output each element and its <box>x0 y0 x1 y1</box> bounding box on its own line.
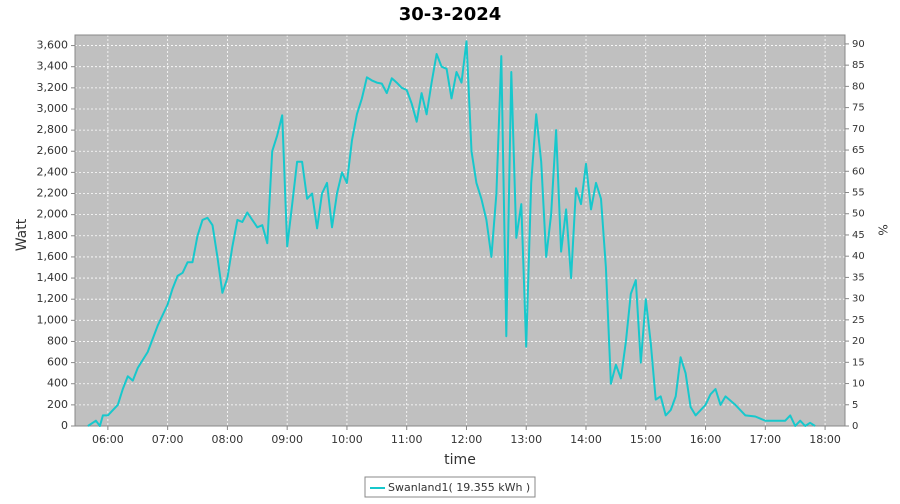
x-tick-label: 08:00 <box>212 433 244 446</box>
legend-label: Swanland1( 19.355 kWh ) <box>388 481 530 494</box>
y2-axis-label: % <box>876 224 890 235</box>
y2-tick-label: 85 <box>852 60 865 71</box>
x-tick-label: 12:00 <box>451 433 483 446</box>
y-tick-label: 2,800 <box>37 123 69 136</box>
y-tick-label: 1,800 <box>37 229 69 242</box>
y-tick-label: 400 <box>47 377 68 390</box>
y2-tick-label: 70 <box>852 124 865 135</box>
y2-tick-label: 55 <box>852 188 865 199</box>
x-tick-label: 09:00 <box>271 433 303 446</box>
y-tick-label: 0 <box>61 419 68 432</box>
y-tick-label: 1,000 <box>37 313 69 326</box>
y-tick-label: 2,400 <box>37 165 69 178</box>
x-tick-label: 16:00 <box>690 433 722 446</box>
y2-tick-label: 15 <box>852 357 865 368</box>
y2-tick-label: 20 <box>852 336 865 347</box>
y2-tick-label: 80 <box>852 81 865 92</box>
y2-tick-label: 5 <box>852 400 858 411</box>
x-tick-label: 13:00 <box>510 433 542 446</box>
y-tick-label: 1,400 <box>37 271 69 284</box>
y2-tick-label: 50 <box>852 209 865 220</box>
y2-tick-label: 40 <box>852 251 865 262</box>
y-tick-label: 600 <box>47 356 68 369</box>
chart-title: 30-3-2024 <box>399 4 502 25</box>
x-tick-label: 17:00 <box>749 433 781 446</box>
y2-tick-label: 10 <box>852 379 865 390</box>
x-tick-label: 07:00 <box>152 433 184 446</box>
y2-tick-label: 25 <box>852 315 865 326</box>
y2-tick-label: 0 <box>852 421 858 432</box>
y2-tick-label: 45 <box>852 230 865 241</box>
y-tick-label: 1,600 <box>37 250 69 263</box>
x-axis-label: time <box>444 452 476 468</box>
y-tick-label: 2,600 <box>37 144 69 157</box>
y2-tick-label: 65 <box>852 145 865 156</box>
x-tick-label: 14:00 <box>570 433 602 446</box>
plot-area <box>75 35 845 426</box>
y-tick-label: 200 <box>47 398 68 411</box>
x-tick-label: 10:00 <box>331 433 363 446</box>
y-tick-label: 2,000 <box>37 208 69 221</box>
x-tick-label: 06:00 <box>92 433 124 446</box>
y-tick-label: 800 <box>47 334 68 347</box>
y2-tick-label: 75 <box>852 103 865 114</box>
y2-tick-label: 30 <box>852 294 865 305</box>
y-tick-label: 1,200 <box>37 292 69 305</box>
y-tick-label: 3,400 <box>37 60 69 73</box>
y-tick-label: 3,200 <box>37 81 69 94</box>
y-tick-label: 2,200 <box>37 187 69 200</box>
y2-tick-label: 90 <box>852 39 865 50</box>
y-tick-label: 3,000 <box>37 102 69 115</box>
x-tick-label: 15:00 <box>630 433 662 446</box>
legend <box>364 476 536 498</box>
data-line <box>87 40 816 427</box>
x-tick-label: 11:00 <box>391 433 423 446</box>
y-tick-label: 3,600 <box>37 39 69 52</box>
plot-border <box>74 34 846 427</box>
y2-tick-label: 35 <box>852 272 865 283</box>
y2-tick-label: 60 <box>852 166 865 177</box>
x-tick-label: 18:00 <box>809 433 841 446</box>
y-axis-label: Watt <box>14 218 30 251</box>
